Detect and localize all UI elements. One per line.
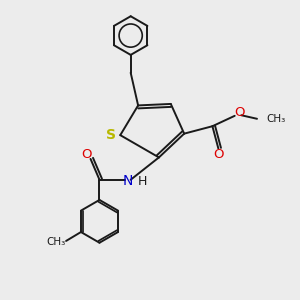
Text: O: O [214, 148, 224, 161]
Text: O: O [81, 148, 91, 161]
Text: H: H [137, 175, 147, 188]
Text: N: N [123, 174, 134, 188]
Text: O: O [234, 106, 244, 119]
Text: S: S [106, 128, 116, 142]
Text: CH₃: CH₃ [46, 237, 65, 248]
Text: CH₃: CH₃ [266, 114, 285, 124]
